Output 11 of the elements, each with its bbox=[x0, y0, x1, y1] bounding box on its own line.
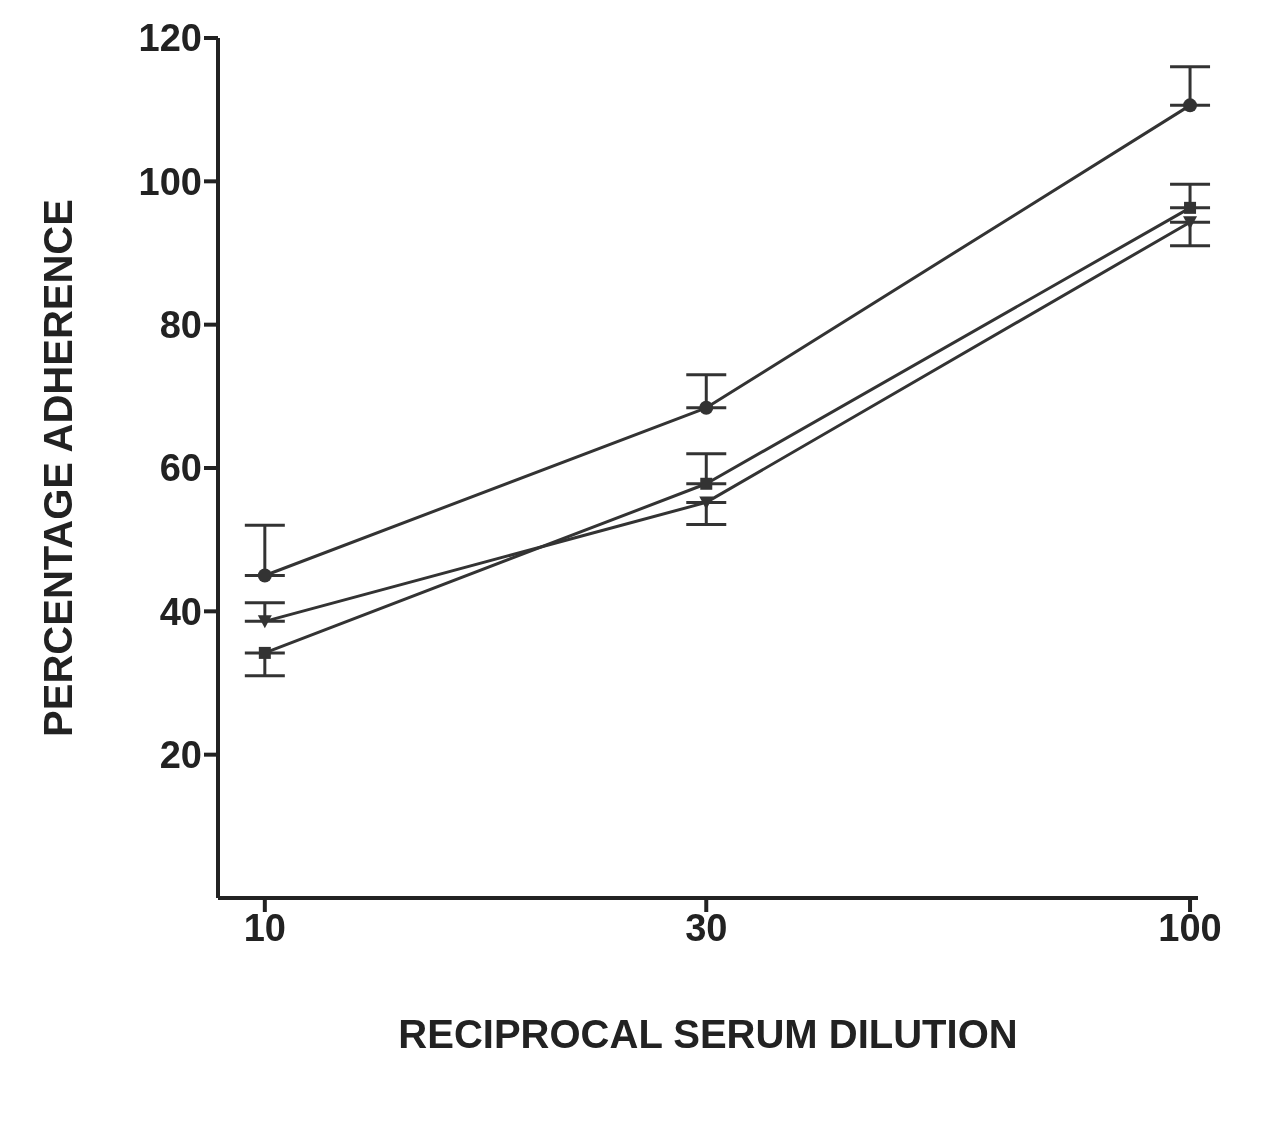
x-tick-label: 30 bbox=[685, 906, 728, 949]
y-tick-label: 60 bbox=[159, 447, 202, 490]
y-tick-label: 20 bbox=[159, 734, 202, 777]
y-tick-label: 80 bbox=[159, 304, 202, 347]
x-axis-title: RECIPROCAL SERUM DILUTION bbox=[398, 1012, 1018, 1056]
y-tick-label: 100 bbox=[138, 160, 202, 203]
x-tick-label: 10 bbox=[243, 906, 286, 949]
y-axis-title: PERCENTAGE ADHERENCE bbox=[36, 199, 81, 737]
x-tick-label: 100 bbox=[1158, 906, 1222, 949]
y-tick-label: 40 bbox=[159, 590, 202, 633]
y-tick-label: 120 bbox=[138, 17, 202, 60]
